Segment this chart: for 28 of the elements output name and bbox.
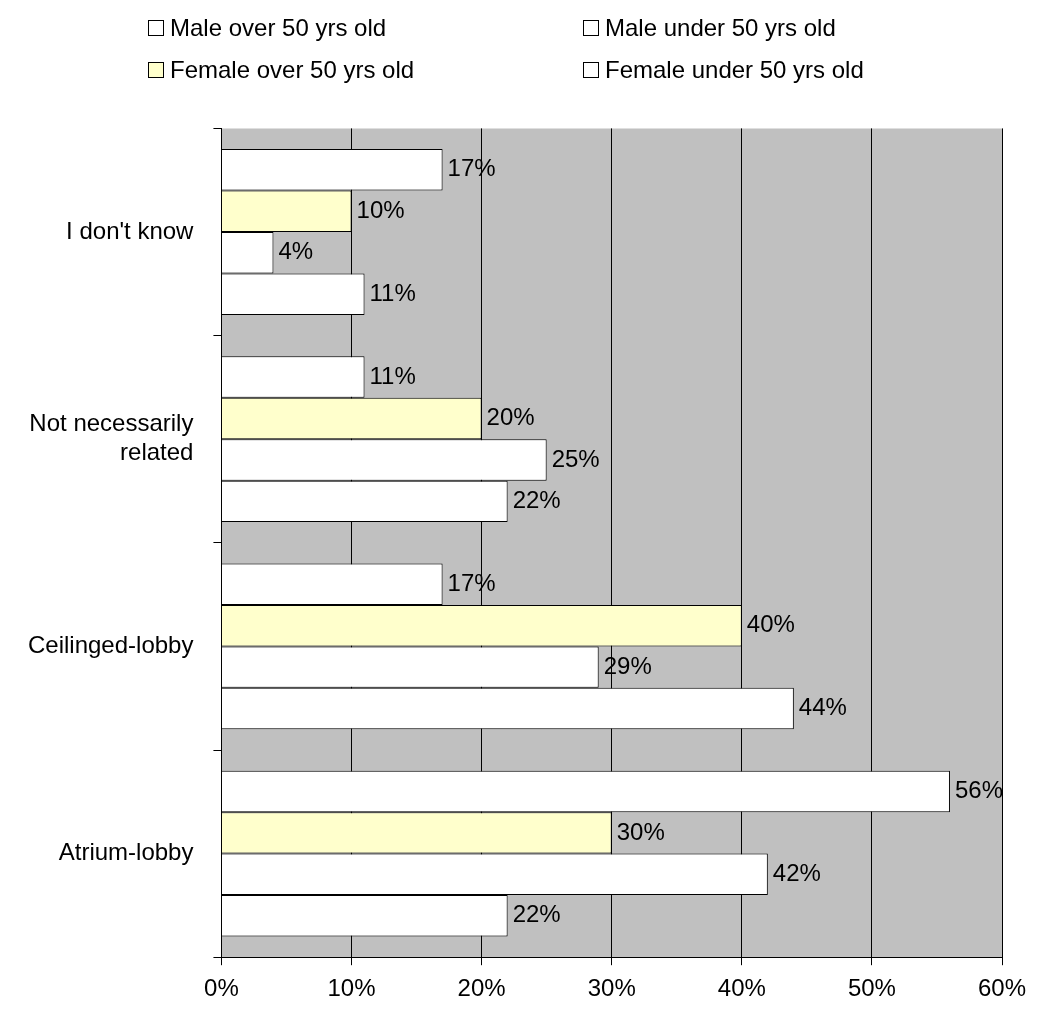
data-label: 11% [369,278,416,306]
legend-label: Male under 50 yrs old [605,14,836,42]
data-label: 4% [278,237,314,265]
x-tick-label: 40% [717,974,766,1002]
data-label: 56% [954,776,1004,804]
data-label: 11% [369,361,416,389]
data-label: 22% [512,900,561,928]
x-tick-label: 0% [204,974,239,1002]
data-label: 40% [746,610,795,638]
y-tick-label: I don't know [66,216,195,244]
y-tick-label: Ceilinged-lobby [28,631,194,659]
data-label: 42% [772,858,821,886]
x-tick-label: 60% [977,974,1027,1002]
y-tick-label: Not necessarily related [29,409,194,466]
x-tick-label: 20% [457,974,506,1002]
x-tick-label: 10% [327,974,376,1002]
legend-label: Female over 50 yrs old [170,56,415,84]
data-label: 30% [616,817,665,845]
data-label: 22% [512,485,561,513]
data-label: 25% [551,444,600,472]
data-label: 10% [356,195,405,223]
legend-label: Male over 50 yrs old [170,14,387,42]
x-tick-label: 30% [587,974,636,1002]
y-tick-label: Atrium-lobby [58,838,194,866]
data-label: 44% [798,693,847,721]
data-label: 20% [486,403,535,431]
legend-label: Female under 50 yrs old [605,56,864,84]
x-tick-label: 50% [847,974,896,1002]
